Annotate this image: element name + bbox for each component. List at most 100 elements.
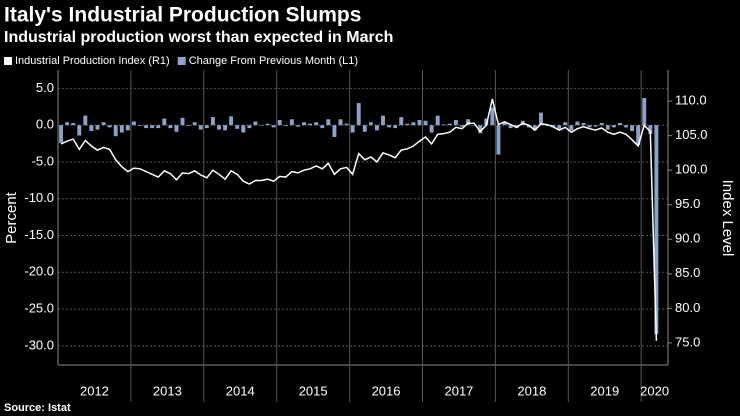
bar <box>569 125 574 131</box>
bar <box>247 125 252 129</box>
x-tick-label: 2014 <box>226 383 255 398</box>
bar <box>441 124 446 126</box>
bar <box>466 119 471 126</box>
bar <box>338 119 343 126</box>
line <box>60 98 658 341</box>
x-tick-label: 2020 <box>640 383 669 398</box>
bar <box>630 125 635 132</box>
bar <box>229 116 234 126</box>
bar <box>575 121 580 126</box>
bar <box>508 125 513 129</box>
bar <box>180 117 185 126</box>
bar <box>204 125 209 129</box>
legend-label: Industrial Production Index (R1) <box>15 55 170 67</box>
y-tick-label: -15.0 <box>24 227 54 242</box>
bar <box>83 115 88 126</box>
bar <box>138 125 142 126</box>
bar <box>617 122 622 126</box>
bar <box>593 125 598 127</box>
bar <box>144 125 149 129</box>
bar <box>77 125 82 136</box>
bar <box>71 122 76 126</box>
bar <box>271 125 276 128</box>
bar <box>296 125 300 127</box>
y2-tick-label: 85.0 <box>675 265 700 280</box>
x-tick-label: 2015 <box>299 383 328 398</box>
x-tick-label: 2012 <box>80 383 109 398</box>
source: Source: Istat <box>4 402 71 414</box>
legend-swatch <box>4 57 12 65</box>
bar <box>460 125 464 127</box>
bar <box>283 125 288 126</box>
bar <box>624 125 628 128</box>
bar <box>150 125 155 129</box>
bar <box>587 125 592 128</box>
x-tick-label: 2017 <box>444 383 473 398</box>
bar <box>332 125 337 137</box>
bar <box>557 125 562 129</box>
y2-tick-label: 75.0 <box>675 334 700 349</box>
y-tick-label: 0.0 <box>36 117 54 132</box>
bar <box>429 125 434 133</box>
y-tick-label: -25.0 <box>24 301 54 316</box>
bar <box>411 122 416 126</box>
y-tick-label: -20.0 <box>24 264 54 279</box>
y-axis-label: Percent <box>3 191 20 244</box>
bar <box>581 122 586 126</box>
bar <box>59 125 63 143</box>
bar <box>277 120 282 126</box>
chart-title: Italy's Industrial Production Slumps <box>4 4 361 27</box>
bar <box>472 125 477 126</box>
bar <box>210 117 215 126</box>
bar <box>89 125 94 132</box>
bar <box>350 125 355 133</box>
bar <box>423 120 428 126</box>
bar <box>119 125 124 133</box>
bar <box>502 122 507 126</box>
bar <box>356 103 361 126</box>
bar <box>308 123 313 126</box>
bar <box>374 125 379 131</box>
bar <box>186 125 191 126</box>
bar <box>253 121 258 126</box>
y2-tick-label: 105.0 <box>675 127 708 142</box>
x-tick-label: 2013 <box>153 383 182 398</box>
y-tick-label: 5.0 <box>36 80 54 95</box>
y2-tick-label: 95.0 <box>675 196 700 211</box>
bar <box>599 122 604 126</box>
y2-tick-label: 80.0 <box>675 300 700 315</box>
y-tick-label: -10.0 <box>24 190 54 205</box>
bar <box>314 122 319 126</box>
bar <box>539 112 543 126</box>
bar <box>235 125 240 129</box>
y2-tick-label: 110.0 <box>675 93 707 108</box>
bar <box>320 125 325 129</box>
bar <box>259 125 264 126</box>
bar <box>611 125 616 128</box>
bar <box>344 123 349 126</box>
bar <box>125 125 130 131</box>
bar <box>532 125 537 131</box>
bar <box>107 125 112 128</box>
y2-tick-label: 90.0 <box>675 231 700 246</box>
bar <box>605 125 610 130</box>
bar <box>526 125 531 128</box>
y2-tick-label: 100.0 <box>675 162 708 177</box>
bar <box>362 125 367 132</box>
bar <box>65 122 70 126</box>
chart-subtitle: Industrial production worst than expecte… <box>4 29 393 46</box>
bar <box>101 122 106 126</box>
bar <box>381 115 385 126</box>
bar <box>387 125 392 128</box>
bar <box>289 119 294 126</box>
bar <box>168 125 173 129</box>
legend-swatch <box>177 57 186 65</box>
bar <box>545 125 549 126</box>
bar <box>484 118 489 126</box>
bar <box>217 125 221 130</box>
bar <box>223 125 228 131</box>
bar <box>198 125 203 130</box>
x-tick-label: 2018 <box>517 383 546 398</box>
bar <box>654 125 659 335</box>
